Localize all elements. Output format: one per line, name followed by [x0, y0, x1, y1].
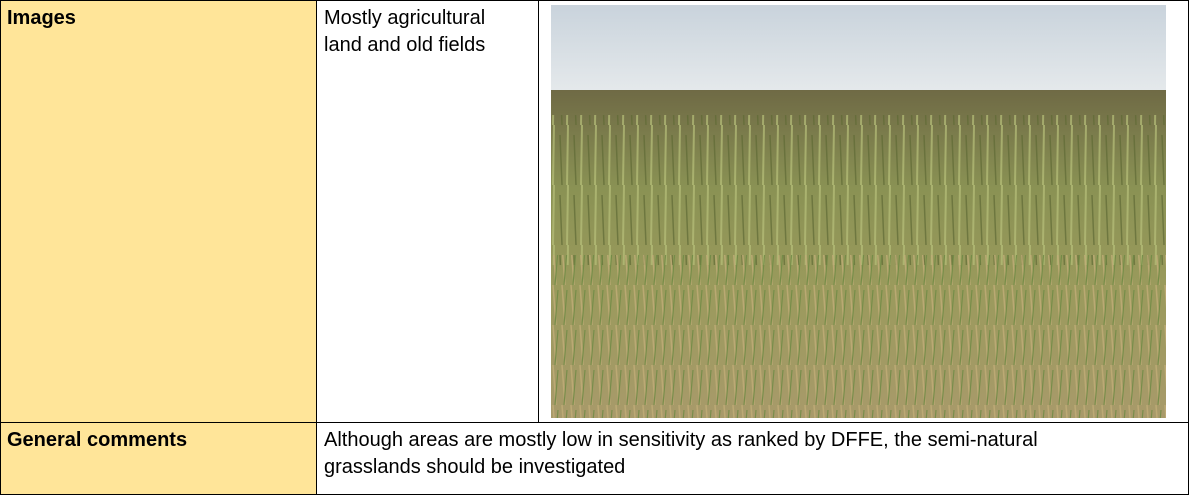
sky: [551, 5, 1166, 95]
grass: [551, 255, 1166, 418]
tall-plants: [551, 115, 1166, 265]
row-header: Images: [7, 7, 76, 29]
field-photo: [551, 5, 1166, 418]
comment: Although areas are mostly low in sensiti…: [324, 429, 1038, 478]
row-header-cell: Images: [0, 0, 317, 423]
description-cell: Mostly agricultural land and old fields: [316, 0, 539, 423]
comment-cell: Although areas are mostly low in sensiti…: [316, 422, 1189, 495]
description: Mostly agricultural land and old fields: [324, 7, 486, 56]
row-header-cell: General comments: [0, 422, 317, 495]
row-header: General comments: [7, 429, 188, 451]
